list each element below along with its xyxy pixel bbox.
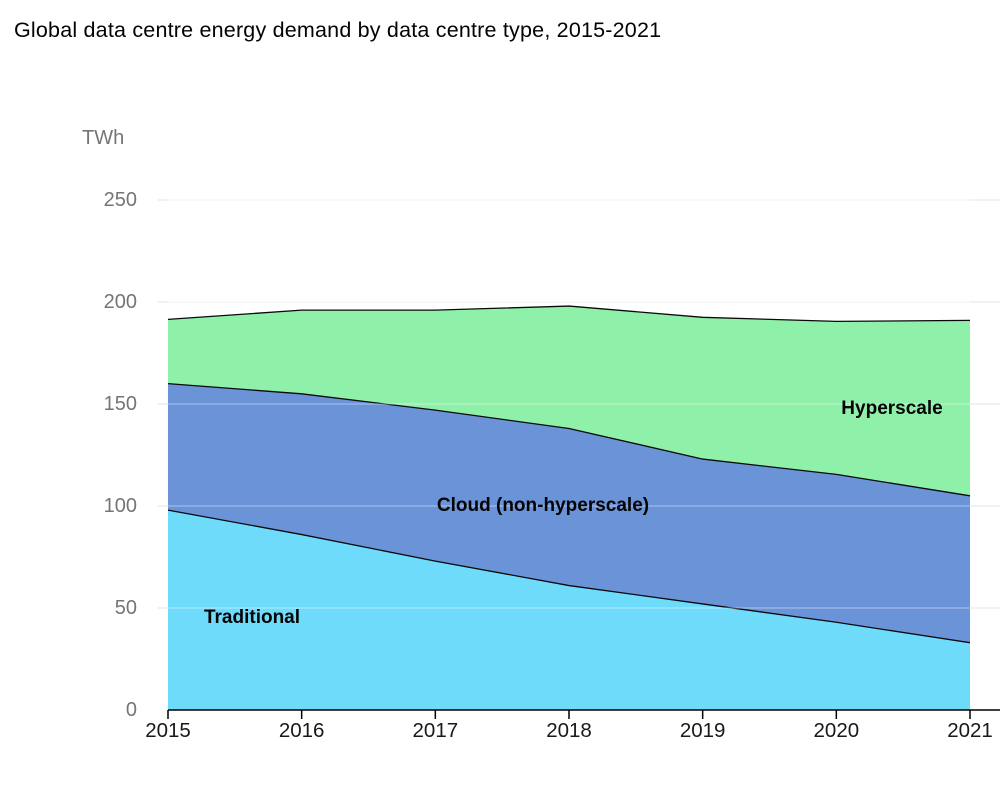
y-tick-label: 0 <box>125 699 137 721</box>
x-tick-label: 2018 <box>546 719 592 742</box>
series-boundary-line <box>167 382 971 497</box>
series-label: Hyperscale <box>841 398 943 419</box>
x-tick-label: 2015 <box>145 719 191 742</box>
y-tick-label: 50 <box>114 597 137 619</box>
y-tick-label: 100 <box>103 495 137 517</box>
y-axis-unit-label: TWh <box>82 127 125 149</box>
y-tick-label: 200 <box>103 291 137 313</box>
x-tick-label: 2016 <box>278 719 325 742</box>
x-tick-label: 2020 <box>813 719 860 742</box>
x-tick-label: 2017 <box>412 719 459 742</box>
series-boundary-line <box>167 305 971 323</box>
area-cloud-non-hyperscale <box>168 383 970 643</box>
y-tick-label: 150 <box>103 393 137 415</box>
series-boundary-line <box>167 509 971 644</box>
series-label: Cloud (non-hyperscale) <box>436 495 650 516</box>
series-label: Traditional <box>203 607 301 628</box>
x-tick-label: 2019 <box>679 719 726 742</box>
y-tick-label: 250 <box>103 189 137 211</box>
area-traditional <box>168 510 970 710</box>
x-tick-label: 2021 <box>947 719 993 742</box>
chart-title: Global data centre energy demand by data… <box>14 18 662 42</box>
area-hyperscale <box>168 306 970 496</box>
